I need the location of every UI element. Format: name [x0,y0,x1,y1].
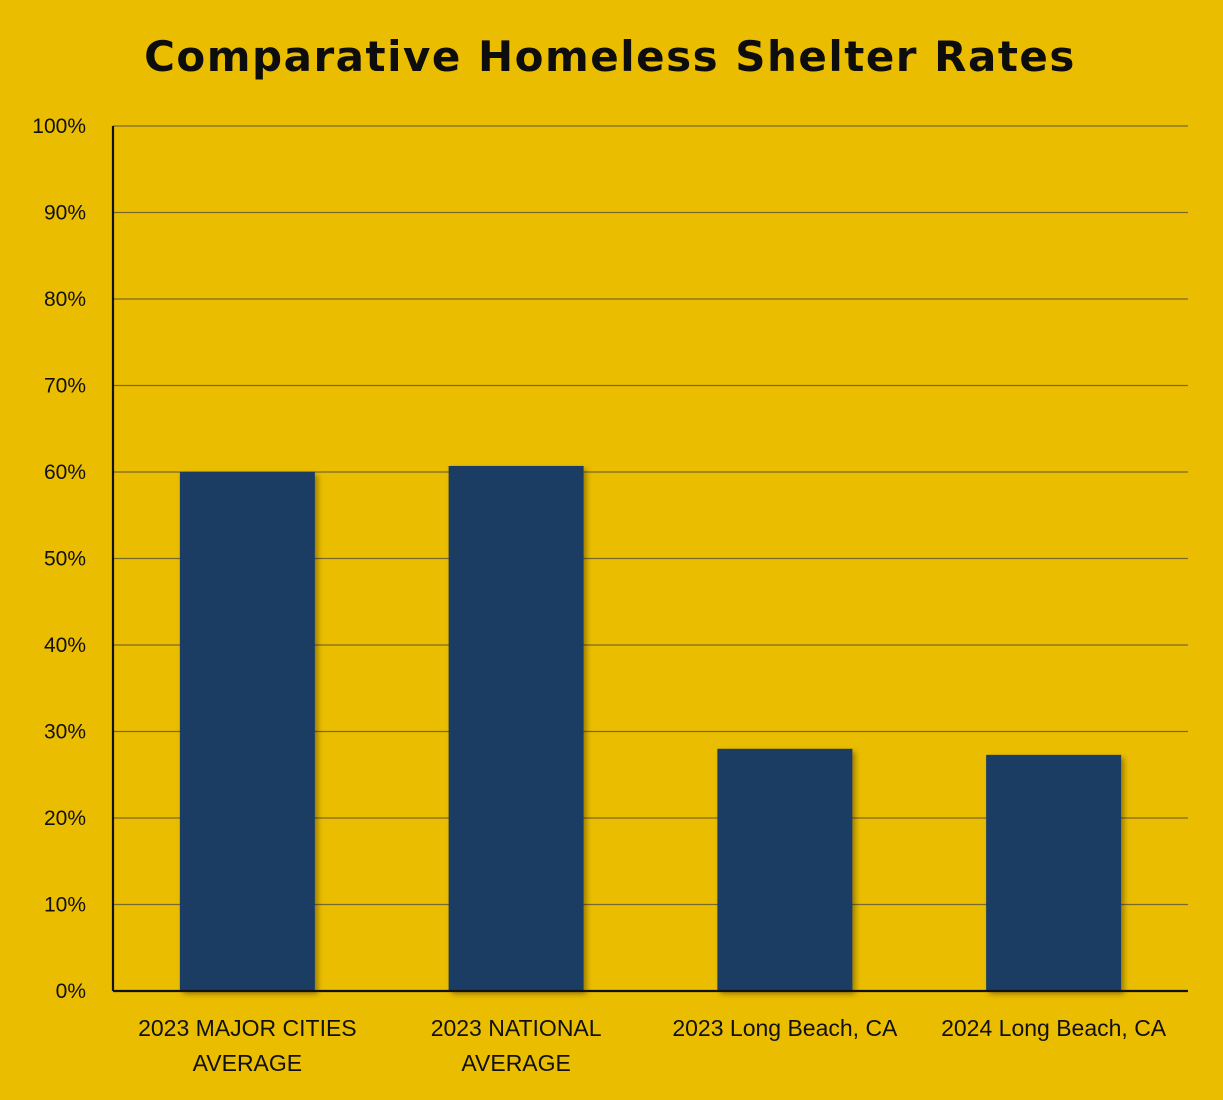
y-tick-label: 50% [44,548,86,571]
axes [111,126,1188,993]
x-category-label: 2024 Long Beach, CA [941,1015,1167,1041]
y-tick-label: 90% [44,202,86,225]
x-category-label: AVERAGE [193,1050,303,1076]
y-tick-label: 40% [44,634,86,657]
bar [448,465,584,991]
y-tick-label: 0% [56,980,86,1003]
y-tick-label: 10% [44,894,86,917]
bar [179,472,315,991]
bar [986,754,1122,991]
bars [179,465,1122,991]
bar [717,748,853,991]
x-category-label: 2023 NATIONAL [431,1015,602,1041]
y-axis-tick-labels: 0% 10% 20% 30% 40% 50% 60% 70% 80% 90% 100% [32,115,86,1003]
y-tick-label: 100% [32,115,86,138]
chart-title: Comparative Homeless Shelter Rates [144,32,1076,81]
y-tick-label: 30% [44,721,86,744]
x-category-label: AVERAGE [461,1050,571,1076]
y-tick-label: 80% [44,288,86,311]
y-tick-label: 20% [44,807,86,830]
y-tick-label: 70% [44,375,86,398]
x-category-label: 2023 MAJOR CITIES [138,1015,357,1041]
y-tick-label: 60% [44,461,86,484]
x-axis-category-labels: 2023 MAJOR CITIES AVERAGE 2023 NATIONAL AVE… [138,1015,1167,1076]
x-category-label: 2023 Long Beach, CA [672,1015,898,1041]
